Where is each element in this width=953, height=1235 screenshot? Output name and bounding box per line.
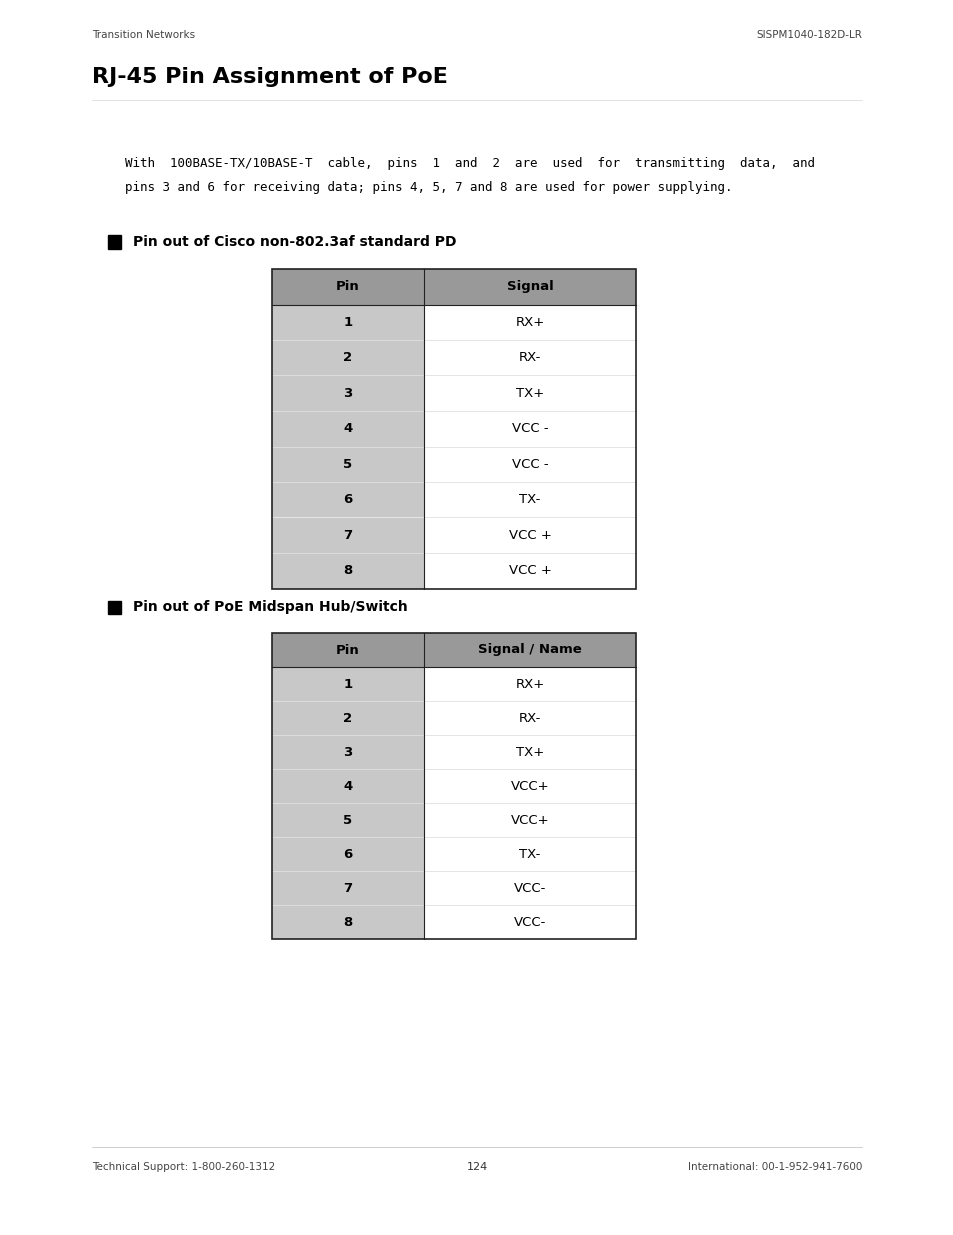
Bar xyxy=(423,905,636,939)
Text: pins 3 and 6 for receiving data; pins 4, 5, 7 and 8 are used for power supplying: pins 3 and 6 for receiving data; pins 4,… xyxy=(125,182,732,194)
Bar xyxy=(272,667,423,701)
Text: VCC+: VCC+ xyxy=(510,814,549,826)
Text: TX+: TX+ xyxy=(516,387,543,400)
Bar xyxy=(423,667,636,701)
Bar xyxy=(423,447,636,482)
Text: VCC+: VCC+ xyxy=(510,779,549,793)
Text: VCC-: VCC- xyxy=(514,882,546,894)
Text: Pin: Pin xyxy=(335,280,359,293)
Bar xyxy=(272,305,423,340)
Bar xyxy=(423,803,636,837)
Bar xyxy=(423,871,636,905)
Bar xyxy=(272,634,423,667)
Text: Signal: Signal xyxy=(506,280,553,293)
Bar xyxy=(423,340,636,375)
Bar xyxy=(423,735,636,769)
Bar xyxy=(108,236,121,248)
Bar xyxy=(272,803,423,837)
Text: Transition Networks: Transition Networks xyxy=(91,30,195,40)
Text: VCC -: VCC - xyxy=(511,458,548,471)
Text: RX+: RX+ xyxy=(515,316,544,329)
Text: VCC -: VCC - xyxy=(511,422,548,435)
Bar xyxy=(272,735,423,769)
Text: 6: 6 xyxy=(343,847,353,861)
Text: 1: 1 xyxy=(343,678,353,690)
Text: Technical Support: 1-800-260-1312: Technical Support: 1-800-260-1312 xyxy=(91,1162,275,1172)
Bar xyxy=(272,905,423,939)
Text: International: 00-1-952-941-7600: International: 00-1-952-941-7600 xyxy=(687,1162,862,1172)
Text: 3: 3 xyxy=(343,387,353,400)
Text: Pin out of PoE Midspan Hub/Switch: Pin out of PoE Midspan Hub/Switch xyxy=(132,600,407,614)
Text: RX+: RX+ xyxy=(515,678,544,690)
Text: 8: 8 xyxy=(343,564,353,577)
Bar xyxy=(423,769,636,803)
Bar xyxy=(272,411,423,447)
Bar xyxy=(272,634,636,939)
Text: RX-: RX- xyxy=(518,351,540,364)
Bar xyxy=(423,517,636,553)
Text: 124: 124 xyxy=(466,1162,487,1172)
Text: 3: 3 xyxy=(343,746,353,758)
Bar xyxy=(423,837,636,871)
Bar xyxy=(423,305,636,340)
Text: 4: 4 xyxy=(343,422,353,435)
Text: RJ-45 Pin Assignment of PoE: RJ-45 Pin Assignment of PoE xyxy=(91,67,447,86)
Text: Pin out of Cisco non-802.3af standard PD: Pin out of Cisco non-802.3af standard PD xyxy=(132,235,456,249)
Text: VCC-: VCC- xyxy=(514,915,546,929)
Bar xyxy=(272,837,423,871)
Text: VCC +: VCC + xyxy=(508,564,551,577)
Text: Signal / Name: Signal / Name xyxy=(477,643,581,657)
Bar xyxy=(272,269,636,589)
Text: TX-: TX- xyxy=(518,847,540,861)
Bar xyxy=(423,375,636,411)
Bar xyxy=(272,517,423,553)
Text: 5: 5 xyxy=(343,458,353,471)
Bar xyxy=(423,411,636,447)
Bar xyxy=(272,447,423,482)
Bar xyxy=(272,269,423,305)
Bar xyxy=(423,553,636,589)
Text: 8: 8 xyxy=(343,915,353,929)
Bar xyxy=(272,340,423,375)
Bar xyxy=(272,871,423,905)
Bar xyxy=(272,482,423,517)
Bar xyxy=(272,553,423,589)
Text: 4: 4 xyxy=(343,779,353,793)
Bar xyxy=(272,375,423,411)
Text: VCC +: VCC + xyxy=(508,529,551,542)
Bar xyxy=(423,482,636,517)
Text: Pin: Pin xyxy=(335,643,359,657)
Text: 2: 2 xyxy=(343,711,353,725)
Bar xyxy=(272,769,423,803)
Text: 6: 6 xyxy=(343,493,353,506)
Bar xyxy=(423,701,636,735)
Text: 1: 1 xyxy=(343,316,353,329)
Text: 5: 5 xyxy=(343,814,353,826)
Text: SISPM1040-182D-LR: SISPM1040-182D-LR xyxy=(756,30,862,40)
Bar xyxy=(272,701,423,735)
Bar xyxy=(108,600,121,614)
Text: With  100BASE-TX/10BASE-T  cable,  pins  1  and  2  are  used  for  transmitting: With 100BASE-TX/10BASE-T cable, pins 1 a… xyxy=(125,157,814,169)
Text: TX+: TX+ xyxy=(516,746,543,758)
Text: 7: 7 xyxy=(343,529,353,542)
Text: 7: 7 xyxy=(343,882,353,894)
Text: 2: 2 xyxy=(343,351,353,364)
Bar xyxy=(423,269,636,305)
Text: RX-: RX- xyxy=(518,711,540,725)
Text: TX-: TX- xyxy=(518,493,540,506)
Bar xyxy=(423,634,636,667)
